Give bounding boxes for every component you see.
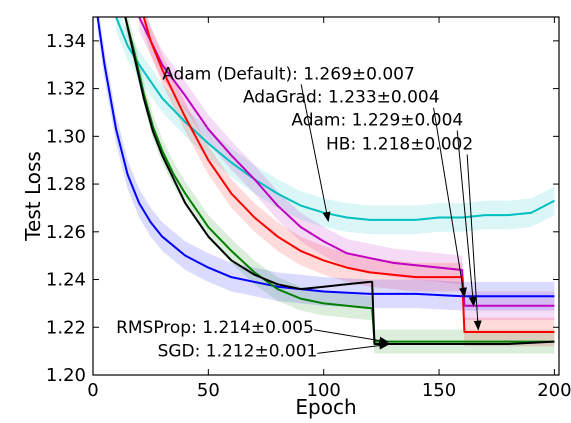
line-rmsprop — [124, 17, 555, 343]
annotation-arrow-adam — [456, 130, 477, 308]
annotation-adam: Adam: 1.229±0.004 — [291, 111, 463, 131]
y-tick-label: 1.24 — [46, 270, 86, 291]
y-tick-label: 1.26 — [46, 222, 86, 243]
annotation-arrow-rmsprop — [313, 329, 390, 345]
line-hb — [96, 17, 555, 298]
band-adam — [143, 17, 555, 347]
y-tick-label: 1.34 — [46, 31, 86, 52]
annotation-arrow-hb — [466, 154, 482, 331]
series-lines — [96, 17, 555, 345]
line-adam — [142, 17, 555, 334]
x-tick-label: 50 — [197, 380, 220, 401]
line-adam_default — [115, 17, 555, 221]
y-tick-label: 1.22 — [46, 317, 86, 338]
line-sgd — [124, 17, 555, 345]
y-axis-ticks: 1.20 1.22 1.24 1.26 1.28 1.30 1.32 1.34 — [46, 31, 559, 386]
plot-frame — [92, 16, 560, 376]
y-tick-label: 1.32 — [46, 79, 86, 100]
band-adam_default — [116, 17, 555, 235]
y-tick-label: 1.30 — [46, 126, 86, 147]
x-axis-ticks: 0 50 100 150 200 — [87, 17, 571, 401]
confidence-bands — [97, 17, 555, 354]
y-axis-title: Test Loss — [21, 151, 45, 242]
annotations: Adam (Default): 1.269±0.007 AdaGrad: 1.23… — [116, 64, 482, 361]
x-axis-title: Epoch — [295, 395, 356, 419]
y-tick-label: 1.28 — [46, 174, 86, 195]
annotation-arrow-adam_default — [300, 84, 331, 223]
band-adagrad — [139, 17, 555, 321]
annotation-rmsprop: RMSProp: 1.214±0.005 — [116, 318, 314, 338]
annotation-adam_default: Adam (Default): 1.269±0.007 — [162, 64, 415, 84]
annotation-adagrad: AdaGrad: 1.233±0.004 — [243, 88, 440, 108]
annotation-arrow-adagrad — [433, 107, 467, 298]
annotation-sgd: SGD: 1.212±0.001 — [158, 341, 318, 361]
x-tick-label: 150 — [422, 380, 456, 401]
x-tick-label: 100 — [307, 380, 341, 401]
annotation-hb: HB: 1.218±0.002 — [326, 134, 473, 154]
x-tick-label: 200 — [537, 380, 571, 401]
x-tick-label: 0 — [87, 380, 98, 401]
annotation-arrow-sgd — [317, 341, 390, 354]
y-tick-label: 1.20 — [46, 365, 86, 386]
